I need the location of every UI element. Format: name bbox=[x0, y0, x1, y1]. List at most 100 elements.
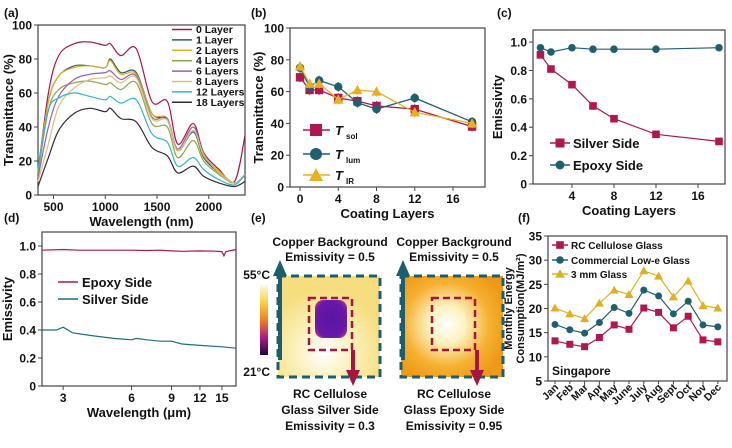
x-tick-label: 0 bbox=[297, 192, 304, 206]
data-point bbox=[683, 276, 693, 285]
data-point bbox=[580, 314, 590, 323]
y-tick-label: 0 bbox=[29, 380, 36, 394]
y-tick-label: 0 bbox=[520, 178, 527, 192]
x-tick-label: 12 bbox=[649, 189, 663, 203]
data-point bbox=[684, 297, 692, 305]
data-point bbox=[551, 337, 559, 345]
x-tick-label: 12 bbox=[408, 192, 422, 206]
data-point bbox=[334, 82, 343, 92]
y-tick-label: 20 bbox=[271, 149, 285, 163]
thermal-panel: Copper Background Emissivity = 0.5 Coppe… bbox=[243, 235, 511, 433]
data-point bbox=[640, 304, 648, 312]
arrow-head-up-right bbox=[396, 260, 410, 276]
data-point bbox=[714, 338, 722, 346]
arrow-head-down-right bbox=[470, 370, 484, 386]
right-bottom-side: Glass Epoxy Side bbox=[404, 403, 505, 417]
data-point bbox=[595, 319, 603, 327]
plot-frame bbox=[41, 231, 237, 387]
right-top-title: Copper Background bbox=[396, 235, 511, 249]
data-point bbox=[625, 309, 633, 317]
data-point bbox=[589, 45, 597, 53]
y-axis-title: Emissivity bbox=[0, 276, 15, 341]
data-point bbox=[639, 266, 649, 275]
chart-d: 0 0.2 0.4 0.6 0.8 1.0 3 6 9 12 15 Wavelength (μm) Em… bbox=[0, 231, 237, 420]
legend-label: Silver Side bbox=[573, 136, 639, 151]
series-line bbox=[554, 307, 718, 348]
plot-frame bbox=[289, 27, 486, 188]
y-tick-label: 0.8 bbox=[19, 268, 36, 282]
data-point bbox=[581, 329, 589, 337]
data-point bbox=[654, 271, 664, 280]
y-tick-label: 80 bbox=[271, 53, 285, 67]
data-point bbox=[652, 45, 660, 53]
y-tick-label: 5 bbox=[535, 375, 542, 389]
legend-marker bbox=[310, 148, 322, 160]
legend-label: 8 Layers bbox=[196, 76, 239, 88]
legend-label: T bbox=[335, 147, 344, 162]
data-point bbox=[609, 285, 619, 294]
data-point bbox=[536, 51, 545, 59]
legend-label: Epoxy Side bbox=[573, 158, 643, 173]
legend-label: 3 mm Glass bbox=[571, 270, 628, 281]
y-tick-label: 60 bbox=[19, 87, 33, 101]
y-tick-label: 20 bbox=[19, 155, 33, 169]
left-bottom-title: RC Cellulose bbox=[293, 387, 367, 401]
data-point bbox=[566, 326, 574, 334]
legend-label: Silver Side bbox=[82, 292, 148, 307]
x-tick-label: 6 bbox=[128, 391, 135, 405]
y-tick-label: 30 bbox=[529, 254, 543, 268]
data-point bbox=[536, 43, 545, 52]
left-bottom-emissivity: Emissivity = 0.3 bbox=[285, 419, 375, 433]
data-point bbox=[565, 309, 575, 318]
data-point bbox=[610, 114, 618, 123]
right-top-emissivity: Emissivity = 0.5 bbox=[409, 250, 499, 264]
data-point bbox=[410, 93, 419, 103]
x-tick-label: 8 bbox=[373, 192, 380, 206]
series-line bbox=[37, 41, 246, 184]
data-point bbox=[655, 292, 663, 300]
chart-c: 0 0.2 0.4 0.6 0.8 1.0 4 8 12 16 Coating Layers Emis… bbox=[490, 29, 726, 218]
y-tick-label: 100 bbox=[12, 19, 32, 33]
data-point bbox=[713, 303, 723, 312]
series-line bbox=[554, 270, 718, 320]
legend-marker bbox=[309, 168, 323, 181]
thermal-image-epoxy bbox=[401, 276, 503, 377]
data-point bbox=[568, 43, 576, 52]
legend-label: 2 Layers bbox=[196, 45, 239, 57]
y-tick-label: 0.8 bbox=[510, 64, 527, 78]
data-point bbox=[699, 336, 707, 344]
legend-label: RC Cellulose Glass bbox=[571, 241, 663, 252]
x-tick-label: 8 bbox=[611, 189, 618, 203]
plot-frame bbox=[532, 29, 726, 185]
series-line bbox=[37, 107, 246, 188]
y-tick-label: 0 bbox=[277, 181, 284, 195]
y-tick-label: 25 bbox=[529, 278, 543, 292]
data-point bbox=[568, 80, 576, 89]
panel-label-c: (c) bbox=[497, 6, 512, 20]
y-axis-title: Monthly Energy bbox=[503, 266, 515, 349]
legend-label: 18 Layers bbox=[196, 97, 245, 109]
series-line bbox=[554, 289, 718, 334]
y-tick-label: 0.2 bbox=[19, 352, 36, 366]
sample-outline-left bbox=[307, 296, 354, 352]
x-axis-title: Coating Layers bbox=[341, 206, 435, 221]
y-tick-label: 0.4 bbox=[510, 121, 527, 135]
legend-subscript: sol bbox=[346, 132, 358, 141]
x-tick-label: 500 bbox=[44, 200, 64, 214]
arrow-head-up-left bbox=[273, 260, 287, 276]
series-line bbox=[299, 76, 473, 128]
y-axis-title: Transmittance (%) bbox=[1, 54, 16, 166]
legend-label: 6 Layers bbox=[196, 66, 239, 78]
left-bottom-side: Glass Silver Side bbox=[281, 403, 379, 417]
data-point bbox=[314, 85, 324, 95]
x-axis-title: Wavelength (μm) bbox=[87, 405, 191, 420]
data-point bbox=[547, 48, 555, 56]
data-point bbox=[581, 343, 589, 351]
data-point bbox=[684, 312, 692, 320]
legend-marker bbox=[555, 160, 565, 170]
x-tick-label: 16 bbox=[446, 192, 460, 206]
x-tick-label: 9 bbox=[168, 391, 175, 405]
